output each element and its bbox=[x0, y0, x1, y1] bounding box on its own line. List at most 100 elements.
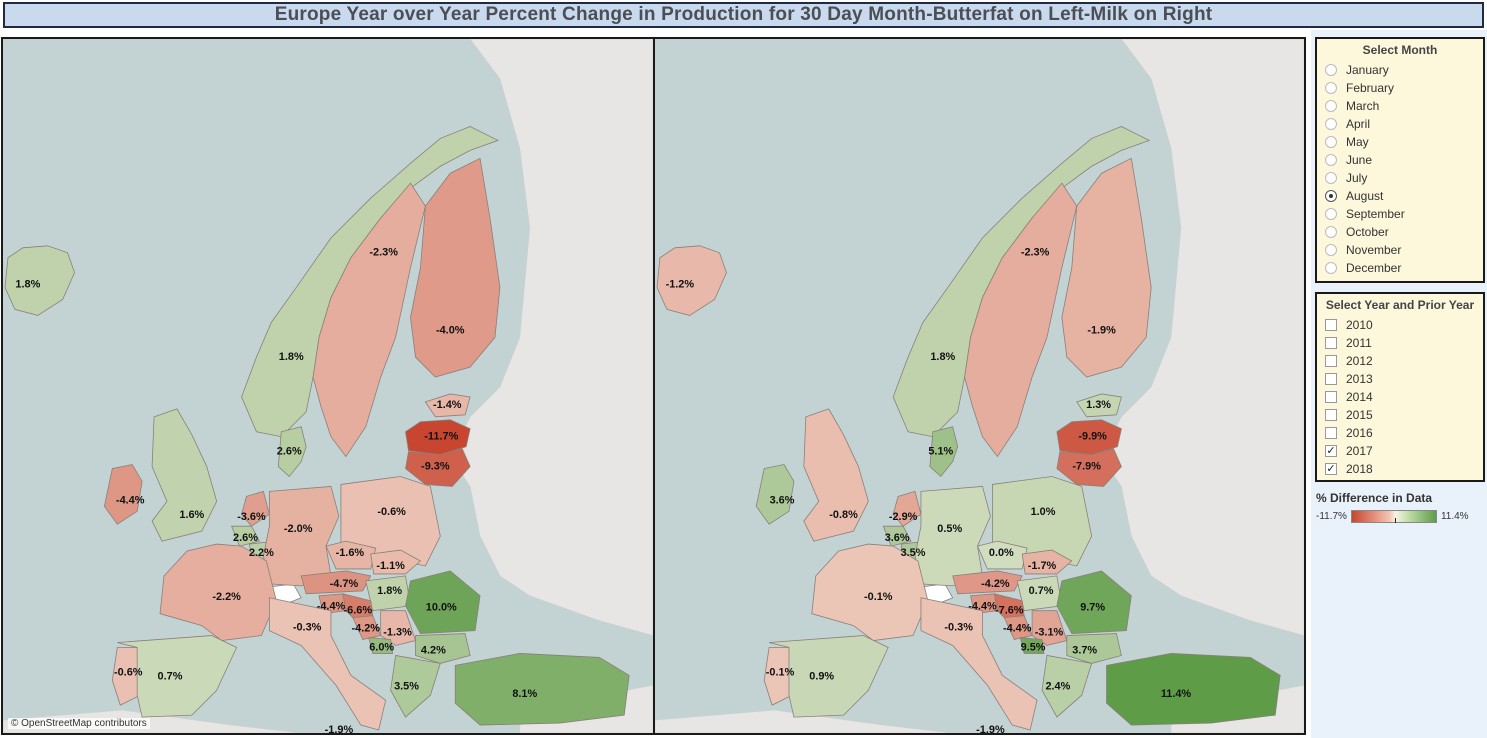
value-label-sweden: -2.3% bbox=[369, 247, 398, 259]
country-montenegro[interactable] bbox=[368, 637, 394, 654]
checked-checkbox-icon[interactable]: ✓ bbox=[1325, 463, 1337, 475]
country-ireland[interactable] bbox=[755, 464, 795, 525]
country-france[interactable] bbox=[811, 543, 929, 641]
country-sweden[interactable] bbox=[964, 182, 1078, 458]
year-option-2018[interactable]: ✓ 2018 bbox=[1317, 460, 1483, 478]
butterfat-map[interactable]: 1.8% 1.8% -2.3% -4.0% -1.4% -11.7% -9.3% 2.6% -4… bbox=[1, 37, 655, 735]
country-belgium[interactable] bbox=[882, 525, 912, 547]
year-option-2017[interactable]: ✓ 2017 bbox=[1317, 442, 1483, 460]
checkbox-icon[interactable] bbox=[1325, 391, 1337, 403]
year-option-2014[interactable]: 2014 bbox=[1317, 388, 1483, 406]
month-option-march[interactable]: March bbox=[1317, 97, 1483, 115]
country-iceland[interactable] bbox=[4, 245, 75, 316]
milk-map[interactable]: -1.2% 1.8% -2.3% -1.9% 1.3% -9.9% -7.9% 5.1% 3.6… bbox=[653, 37, 1306, 735]
year-option-2016[interactable]: 2016 bbox=[1317, 424, 1483, 442]
country-latvia[interactable] bbox=[1056, 419, 1122, 456]
country-sweden[interactable] bbox=[312, 182, 426, 458]
value-label-germany: -2.0% bbox=[284, 523, 313, 535]
month-option-june[interactable]: June bbox=[1317, 151, 1483, 169]
country-portugal[interactable] bbox=[111, 647, 141, 706]
country-greece[interactable] bbox=[390, 654, 441, 718]
country-spain[interactable] bbox=[117, 635, 238, 718]
month-option-april[interactable]: April bbox=[1317, 115, 1483, 133]
radio-button[interactable] bbox=[1325, 226, 1337, 238]
radio-button[interactable] bbox=[1325, 136, 1337, 148]
checkbox-icon[interactable] bbox=[1325, 337, 1337, 349]
month-option-january[interactable]: January bbox=[1317, 61, 1483, 79]
country-slovakia[interactable] bbox=[370, 549, 422, 575]
country-turkey[interactable] bbox=[1106, 653, 1281, 726]
country-ireland[interactable] bbox=[103, 464, 143, 525]
country-france[interactable] bbox=[159, 543, 277, 641]
country-romania[interactable] bbox=[1056, 570, 1132, 634]
country-italy[interactable] bbox=[920, 597, 1038, 731]
radio-button[interactable] bbox=[1325, 82, 1337, 94]
month-option-september[interactable]: September bbox=[1317, 205, 1483, 223]
month-option-october[interactable]: October bbox=[1317, 223, 1483, 241]
value-label-spain: 0.7% bbox=[158, 670, 183, 682]
checkbox-icon[interactable] bbox=[1325, 373, 1337, 385]
country-estonia[interactable] bbox=[1076, 393, 1122, 418]
month-option-label: March bbox=[1346, 99, 1380, 113]
country-estonia[interactable] bbox=[424, 393, 471, 418]
country-lithuania[interactable] bbox=[1056, 448, 1122, 487]
year-option-2013[interactable]: 2013 bbox=[1317, 370, 1483, 388]
month-option-february[interactable]: February bbox=[1317, 79, 1483, 97]
radio-button[interactable] bbox=[1325, 244, 1337, 256]
month-option-label: January bbox=[1346, 63, 1389, 77]
country-germany[interactable] bbox=[914, 485, 991, 587]
radio-button[interactable] bbox=[1325, 64, 1337, 76]
year-option-2015[interactable]: 2015 bbox=[1317, 406, 1483, 424]
checkbox-icon[interactable] bbox=[1325, 355, 1337, 367]
radio-button[interactable] bbox=[1325, 118, 1337, 130]
value-label-poland: 1.0% bbox=[1031, 506, 1056, 518]
radio-button[interactable] bbox=[1325, 154, 1337, 166]
country-serbia[interactable] bbox=[1031, 610, 1068, 646]
country-united-kingdom[interactable] bbox=[803, 408, 869, 542]
year-option-2010[interactable]: 2010 bbox=[1317, 316, 1483, 334]
country-lithuania[interactable] bbox=[405, 448, 471, 487]
country-portugal[interactable] bbox=[763, 647, 793, 706]
month-option-july[interactable]: July bbox=[1317, 169, 1483, 187]
country-finland[interactable] bbox=[410, 157, 501, 378]
country-bulgaria[interactable] bbox=[415, 633, 471, 664]
month-option-may[interactable]: May bbox=[1317, 133, 1483, 151]
country-iceland[interactable] bbox=[656, 245, 727, 316]
country-greece[interactable] bbox=[1041, 654, 1093, 718]
month-option-november[interactable]: November bbox=[1317, 241, 1483, 259]
country-turkey[interactable] bbox=[454, 653, 630, 726]
radio-button[interactable] bbox=[1325, 262, 1337, 274]
country-montenegro[interactable] bbox=[1019, 637, 1045, 654]
checked-checkbox-icon[interactable]: ✓ bbox=[1325, 445, 1337, 457]
milk-map-canvas[interactable]: -1.2% 1.8% -2.3% -1.9% 1.3% -9.9% -7.9% 5.1% 3.6… bbox=[655, 39, 1304, 733]
country-slovakia[interactable] bbox=[1021, 549, 1073, 575]
country-denmark[interactable] bbox=[277, 426, 307, 478]
country-belgium[interactable] bbox=[231, 525, 261, 547]
country-denmark[interactable] bbox=[929, 426, 959, 478]
map-attribution[interactable]: © OpenStreetMap contributors bbox=[8, 718, 150, 729]
country-netherlands[interactable] bbox=[241, 490, 270, 527]
year-option-2012[interactable]: 2012 bbox=[1317, 352, 1483, 370]
country-romania[interactable] bbox=[405, 570, 481, 634]
country-serbia[interactable] bbox=[380, 610, 416, 646]
country-latvia[interactable] bbox=[405, 419, 471, 456]
country-netherlands[interactable] bbox=[892, 490, 922, 527]
checkbox-icon[interactable] bbox=[1325, 319, 1337, 331]
country-united-kingdom[interactable] bbox=[151, 408, 218, 542]
radio-button[interactable] bbox=[1325, 190, 1337, 202]
radio-button[interactable] bbox=[1325, 100, 1337, 112]
country-finland[interactable] bbox=[1061, 157, 1152, 378]
country-bulgaria[interactable] bbox=[1066, 633, 1122, 664]
month-option-december[interactable]: December bbox=[1317, 259, 1483, 277]
country-italy[interactable] bbox=[268, 597, 387, 731]
radio-button[interactable] bbox=[1325, 172, 1337, 184]
year-option-2011[interactable]: 2011 bbox=[1317, 334, 1483, 352]
checkbox-icon[interactable] bbox=[1325, 427, 1337, 439]
butterfat-map-canvas[interactable]: 1.8% 1.8% -2.3% -4.0% -1.4% -11.7% -9.3% 2.6% -4… bbox=[3, 39, 653, 733]
month-option-august[interactable]: August bbox=[1317, 187, 1483, 205]
value-label-montenegro: 9.5% bbox=[1021, 641, 1046, 653]
checkbox-icon[interactable] bbox=[1325, 409, 1337, 421]
country-germany[interactable] bbox=[262, 485, 340, 587]
country-spain[interactable] bbox=[769, 635, 889, 718]
radio-button[interactable] bbox=[1325, 208, 1337, 220]
